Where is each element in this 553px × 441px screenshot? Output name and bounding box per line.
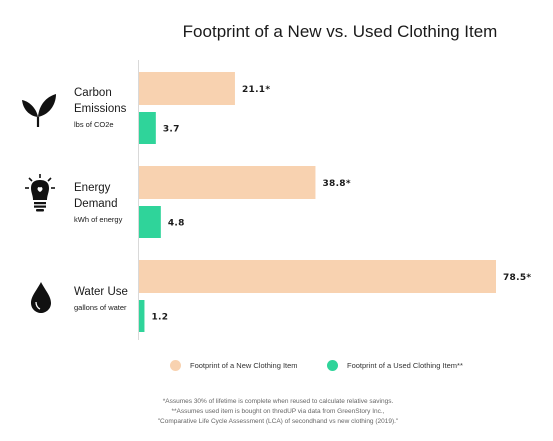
legend-label-used: Footprint of a Used Clothing Item**: [347, 361, 463, 370]
leaf-icon: [22, 94, 56, 127]
value-label-used-water: 1.2: [151, 313, 168, 323]
footnote-3: "Comparative Life Cycle Assessment (LCA)…: [157, 418, 399, 425]
category-unit-carbon: lbs of CO2e: [74, 120, 114, 129]
value-label-new-water: 78.5*: [503, 273, 531, 283]
value-label-used-energy: 4.8: [168, 219, 185, 229]
value-label-new-energy: 38.8*: [322, 179, 350, 189]
footnotes: *Assumes 30% of lifetime is complete whe…: [60, 397, 496, 427]
bar-new-water: [139, 260, 496, 293]
legend-label-new: Footprint of a New Clothing Item: [190, 361, 298, 370]
value-label-used-carbon: 3.7: [163, 125, 180, 135]
footnote-1: *Assumes 30% of lifetime is complete whe…: [162, 398, 394, 405]
category-unit-water: gallons of water: [74, 303, 127, 312]
category-label-energy-line1: Energy: [74, 182, 111, 194]
legend-swatch-new: [170, 360, 181, 371]
bar-used-carbon: [139, 112, 156, 144]
legend-item-new: Footprint of a New Clothing Item: [170, 360, 298, 371]
bar-new-energy: [139, 166, 316, 199]
category-label-carbon-line1: Carbon: [74, 87, 112, 99]
lightbulb-icon: [25, 174, 55, 212]
legend-swatch-used: [327, 360, 338, 371]
chart-title: Footprint of a New vs. Used Clothing Ite…: [182, 22, 498, 41]
category-label-water: Water Use: [74, 286, 128, 298]
category-label-carbon-line2: Emissions: [74, 103, 127, 115]
category-label-energy-line2: Demand: [74, 198, 117, 210]
bar-used-water: [139, 300, 145, 332]
value-label-new-carbon: 21.1*: [242, 85, 270, 95]
category-unit-energy: kWh of energy: [74, 215, 123, 224]
water-drop-icon: [31, 282, 51, 313]
bar-used-energy: [139, 206, 161, 238]
legend: Footprint of a New Clothing Item Footpri…: [0, 360, 553, 376]
footnote-2: **Assumes used item is bought on thredUP…: [171, 408, 385, 415]
legend-item-used: Footprint of a Used Clothing Item**: [327, 360, 463, 371]
bar-new-carbon: [139, 72, 235, 105]
